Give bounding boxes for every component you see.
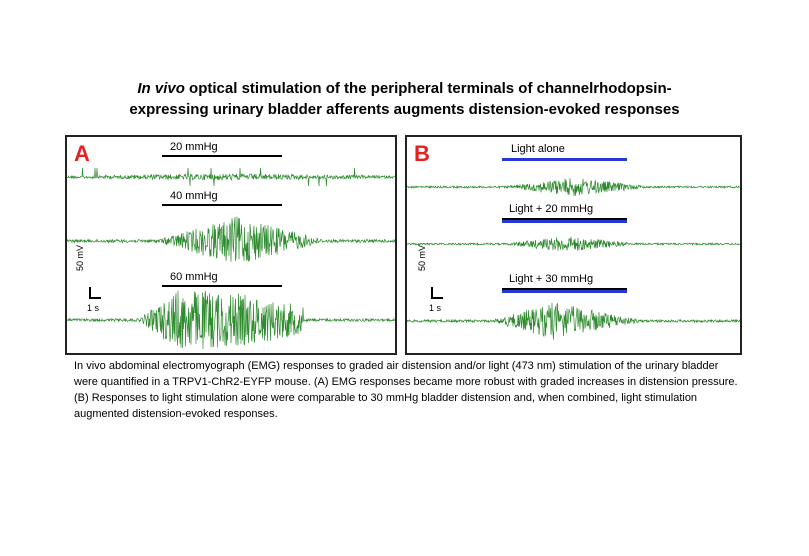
trace-a2-label: 40 mmHg: [170, 190, 218, 202]
light-distension-bar-30mmhg: [502, 288, 627, 293]
stimulus-bar-20mmhg: [162, 155, 282, 157]
light-bar-alone: [502, 158, 627, 161]
trace-a3-label: 60 mmHg: [170, 271, 218, 283]
emg-trace-light-20mmhg: [407, 236, 740, 251]
trace-b1-label: Light alone: [511, 143, 565, 155]
emg-waveform-a1: [67, 216, 395, 262]
panel-a-letter: A: [74, 141, 90, 166]
emg-waveform-b2: [407, 302, 740, 340]
scale-a-y-label: 50 mV: [75, 244, 85, 271]
stimulus-bar-60mmhg: [162, 285, 282, 287]
title-italic: In vivo: [137, 80, 185, 97]
title-line1: optical stimulation of the peripheral te…: [184, 80, 672, 97]
emg-waveform-a2: [67, 290, 395, 350]
emg-trace-light-alone: [407, 178, 740, 196]
stimulus-bar-40mmhg: [162, 204, 282, 206]
figure-title: In vivo optical stimulation of the perip…: [0, 78, 809, 120]
emg-trace-light-30mmhg: [407, 302, 740, 340]
emg-trace-60mmhg: [67, 290, 395, 350]
emg-waveform-b1: [407, 236, 740, 251]
panel-b-letter: B: [414, 141, 430, 166]
scale-b-y-label: 50 mV: [417, 244, 427, 271]
scale-b-x-label: 1 s: [429, 303, 442, 313]
emg-waveform-a0: [67, 167, 395, 187]
trace-b3-label: Light + 30 mmHg: [509, 273, 594, 285]
emg-trace-20mmhg: [67, 167, 395, 187]
emg-trace-40mmhg: [67, 216, 395, 262]
trace-a1-label: 20 mmHg: [170, 141, 218, 153]
panel-a: A 20 mmHg 40 mmHg 60 mmHg 50 mV 1 s: [65, 135, 397, 355]
panel-b: B Light alone Light + 20 mmHg Light + 30…: [405, 135, 742, 355]
light-distension-bar-20mmhg: [502, 218, 627, 223]
emg-waveform-b0: [407, 178, 740, 196]
figure-caption: In vivo abdominal electromyograph (EMG) …: [74, 360, 738, 420]
title-line2: expressing urinary bladder afferents aug…: [129, 101, 680, 118]
trace-b2-label: Light + 20 mmHg: [509, 203, 594, 215]
scale-a-x-label: 1 s: [87, 303, 100, 313]
